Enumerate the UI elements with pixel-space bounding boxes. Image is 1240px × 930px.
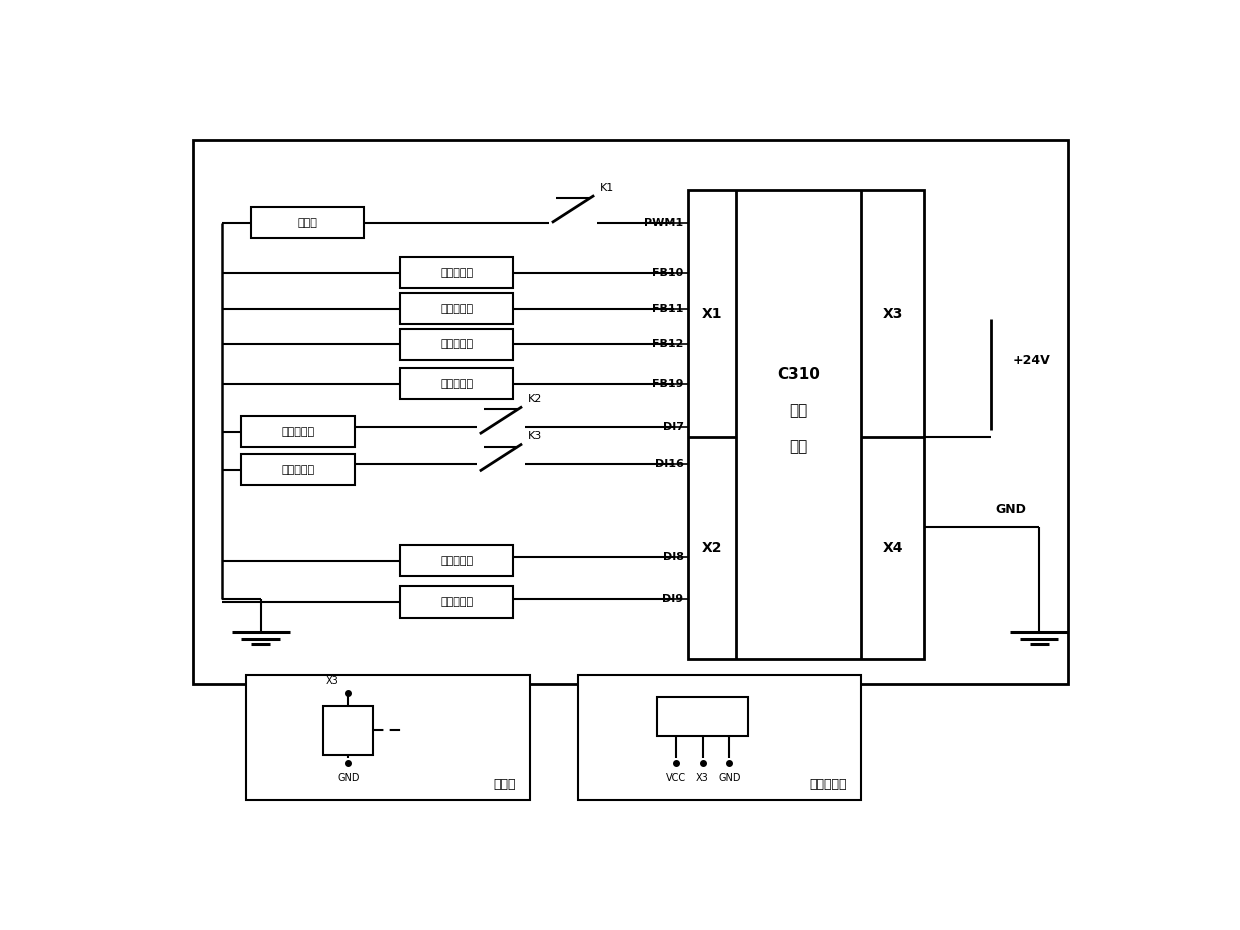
Text: VCC: VCC [666,773,686,783]
Text: 制器: 制器 [790,439,808,454]
Text: X3: X3 [883,307,903,321]
Text: 后轮传感器: 后轮传感器 [440,597,474,607]
Text: X1: X1 [702,307,723,321]
Polygon shape [977,312,1006,319]
Bar [401,545,513,577]
Bar [401,587,513,618]
Text: PWM1: PWM1 [645,218,683,228]
Text: GND: GND [718,773,740,783]
Text: FB11: FB11 [652,303,683,313]
Text: DI9: DI9 [662,593,683,604]
Text: X4: X4 [883,541,903,555]
Bar [401,328,513,360]
Bar [657,697,748,736]
Text: C310: C310 [777,367,821,382]
Bar [242,416,355,447]
Text: 四轮电磁阀: 四轮电磁阀 [281,427,315,437]
Text: DI7: DI7 [662,421,683,432]
Bar [401,257,513,288]
Bar [250,206,365,238]
Text: X3: X3 [326,676,339,686]
Text: +24V: +24V [1012,354,1050,367]
Text: 前左电磁阀: 前左电磁阀 [440,379,474,389]
Text: 前右电磁阀: 前右电磁阀 [440,268,474,278]
Text: K2: K2 [528,393,542,404]
Text: 速度传感器: 速度传感器 [810,778,847,791]
Bar [401,368,513,400]
Text: 卸荷阀: 卸荷阀 [298,218,317,228]
Text: FB10: FB10 [652,268,683,278]
Text: FB19: FB19 [652,379,683,389]
Bar [324,706,373,754]
Bar [247,675,529,801]
Text: 后右电磁阀: 后右电磁阀 [440,339,474,350]
Bar [578,675,862,801]
Bar [242,454,355,485]
Text: 后左电磁阀: 后左电磁阀 [440,303,474,313]
Text: X2: X2 [702,541,723,555]
Bar [193,140,1068,684]
Polygon shape [410,714,453,730]
Text: GND: GND [337,773,360,783]
Polygon shape [410,730,453,746]
Text: 电磁阀: 电磁阀 [492,778,516,791]
Text: X3: X3 [696,773,709,783]
Text: DI16: DI16 [655,458,683,469]
Text: GND: GND [996,503,1027,516]
Text: DI8: DI8 [662,552,683,562]
Text: K3: K3 [528,431,542,441]
Text: K1: K1 [600,182,614,193]
Bar [401,293,513,325]
Text: 蟾形电磁阀: 蟾形电磁阀 [281,465,315,474]
Text: 前轮传感器: 前轮传感器 [440,555,474,565]
Text: FB12: FB12 [652,339,683,350]
Text: 微控: 微控 [790,403,808,418]
Bar [688,191,924,659]
